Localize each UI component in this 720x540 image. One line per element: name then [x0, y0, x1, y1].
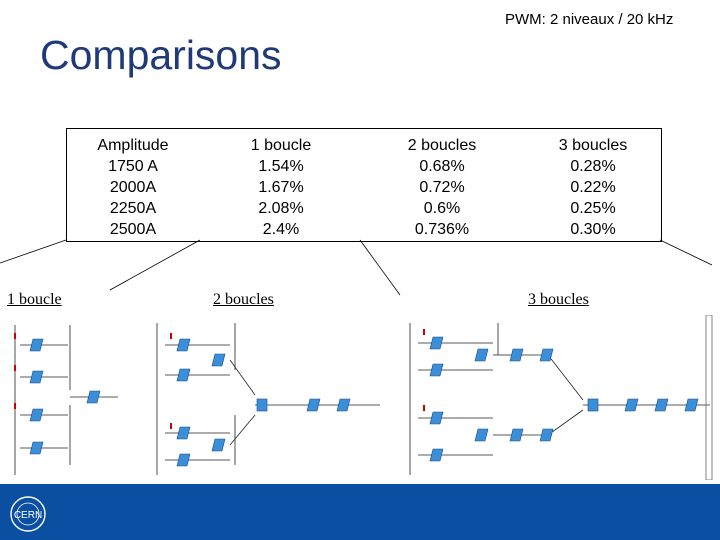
control-diagram-3-boucles: [409, 315, 713, 480]
table-cell: 1.67%: [258, 179, 304, 196]
table-column-amplitude: Amplitude 1750 A 2000A 2250A 2500A: [67, 135, 199, 240]
table-cell: 2500A: [109, 221, 157, 238]
cern-logo: CERN: [10, 496, 46, 532]
comparison-table: Amplitude 1750 A 2000A 2250A 2500A 1 bou…: [66, 128, 662, 242]
table-cell: 0.28%: [570, 158, 616, 175]
table-cell: 2.4%: [262, 221, 300, 238]
table-cell: 0.736%: [414, 221, 470, 238]
table-cell: 2250A: [109, 200, 157, 217]
table-cell: 0.68%: [419, 158, 465, 175]
panel-label-1-boucle: 1 boucle: [7, 291, 62, 308]
table-cell: 0.22%: [570, 179, 616, 196]
column-header: 3 boucles: [558, 137, 628, 154]
control-diagram-1-boucle: [14, 325, 118, 475]
table-cell: 0.72%: [419, 179, 465, 196]
pwm-note: PWM: 2 niveaux / 20 kHz: [505, 11, 674, 28]
column-header: 1 boucle: [250, 137, 312, 154]
table-cell: 2.08%: [258, 200, 304, 217]
table-cell: 0.30%: [570, 221, 616, 238]
table-column-3-boucles: 3 boucles 0.28% 0.22% 0.25% 0.30%: [531, 135, 655, 240]
table-cell: 1750 A: [108, 158, 158, 175]
footer-bar: [0, 484, 720, 540]
panel-label-2-boucles: 2 boucles: [213, 291, 274, 308]
connector-lines: [0, 239, 713, 296]
cern-logo-text: CERN: [14, 510, 42, 521]
table-cell: 2000A: [109, 179, 157, 196]
table-cell: 1.54%: [258, 158, 304, 175]
panel-label-3-boucles: 3 boucles: [528, 291, 589, 308]
page-title: Comparisons: [40, 32, 282, 78]
table-cell: 0.25%: [570, 200, 616, 217]
table-column-1-boucle: 1 boucle 1.54% 1.67% 2.08% 2.4%: [219, 135, 343, 240]
table-cell: 0.6%: [423, 200, 461, 217]
control-diagram-2-boucles: [156, 323, 380, 475]
column-header: 2 boucles: [407, 137, 477, 154]
table-column-2-boucles: 2 boucles 0.68% 0.72% 0.6% 0.736%: [377, 135, 507, 240]
column-header: Amplitude: [97, 137, 169, 154]
